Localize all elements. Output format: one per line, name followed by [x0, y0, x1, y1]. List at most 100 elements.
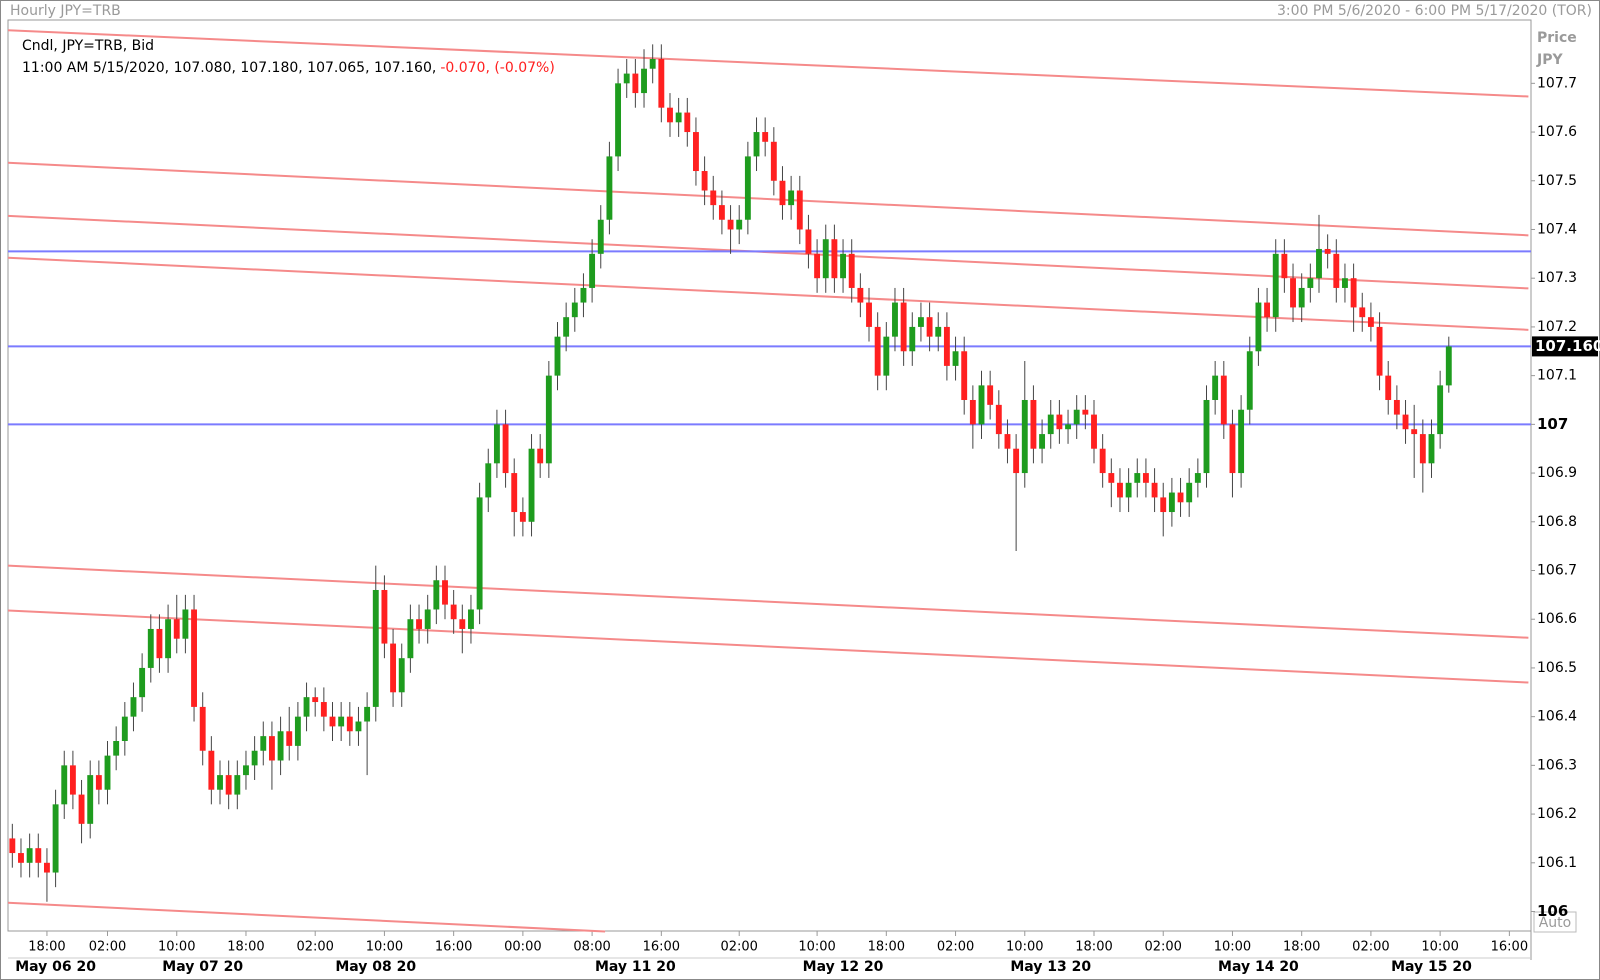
candle-body: [796, 190, 803, 230]
y-tick-label: 106: [1537, 902, 1568, 920]
candle-body: [1151, 482, 1158, 498]
candle-body: [1186, 482, 1193, 503]
candle-body: [667, 107, 673, 123]
candle-body: [1324, 248, 1331, 254]
candle-body: [26, 848, 33, 863]
candle-body: [320, 702, 327, 717]
trend-line: [7, 609, 1529, 684]
candle-body: [156, 628, 163, 659]
candle-body: [848, 253, 855, 288]
candle-body: [1229, 424, 1236, 474]
axis-title: Price: [1537, 30, 1577, 46]
candle-body: [338, 716, 345, 727]
candle-body: [987, 385, 994, 405]
candle-body: [563, 317, 570, 337]
candle-body: [1281, 253, 1288, 279]
candle-body: [822, 239, 829, 279]
candle-body: [744, 156, 751, 220]
candle-body: [1350, 278, 1357, 308]
x-tick-label: 16:00: [643, 940, 680, 955]
candle-body: [900, 302, 907, 352]
candle-body: [476, 497, 483, 610]
x-tick-label: 16:00: [435, 940, 472, 955]
candle-body: [1013, 448, 1020, 474]
candle-body: [1194, 473, 1201, 483]
candle-body: [718, 205, 725, 220]
candle-body: [43, 862, 50, 873]
x-tick-label: 02:00: [1144, 940, 1181, 955]
candle-body: [1056, 414, 1063, 430]
candle-body: [641, 68, 647, 94]
candle-body: [961, 351, 968, 400]
candle-body: [779, 180, 786, 206]
candle-body: [831, 239, 838, 279]
candle-body: [545, 375, 552, 464]
candle-body: [684, 112, 691, 133]
candle-body: [104, 755, 111, 790]
candle-body: [217, 775, 223, 790]
y-tick-label: 106.9: [1537, 465, 1577, 481]
x-tick-label: 02:00: [720, 940, 757, 955]
candle-body: [701, 171, 708, 191]
candle-body: [1099, 448, 1106, 474]
scale-button[interactable]: [1533, 911, 1577, 933]
candle-body: [1445, 346, 1452, 386]
candle-body: [225, 775, 232, 795]
change-label: -0.070, (-0.07%): [440, 60, 554, 76]
candle-body: [424, 609, 431, 629]
candle-body: [1402, 414, 1409, 430]
candle-body: [433, 580, 440, 610]
candle-body: [519, 512, 526, 522]
candle-body: [814, 253, 821, 279]
candle-body: [1333, 253, 1340, 288]
candle-body: [199, 706, 206, 751]
candle-body: [528, 448, 535, 522]
x-tick-label: 02:00: [296, 940, 333, 955]
candle-body: [615, 83, 622, 157]
trend-line: [7, 901, 606, 933]
candle-body: [727, 219, 734, 230]
x-tick-label: 10:00: [1421, 940, 1458, 955]
candle-body: [1428, 434, 1435, 464]
y-tick-label: 107.5: [1537, 173, 1577, 189]
candle-body: [165, 619, 172, 659]
candle-body: [243, 765, 249, 776]
candle-body: [407, 619, 414, 659]
candle-body: [917, 317, 924, 327]
date-label: May 15 20: [1391, 959, 1472, 975]
x-tick-label: 10:00: [1214, 940, 1251, 955]
date-label: May 13 20: [1010, 959, 1091, 975]
candle-body: [1220, 375, 1227, 425]
last-price-box: [1532, 336, 1598, 357]
candle-body: [675, 112, 682, 123]
candle-body: [1342, 278, 1348, 288]
x-tick-label: 18:00: [28, 940, 65, 955]
candle-body: [147, 628, 154, 668]
candle-body: [1082, 409, 1089, 415]
y-tick-label: 106.2: [1537, 806, 1577, 822]
candle-body: [571, 302, 578, 318]
x-tick-label: 10:00: [366, 940, 403, 955]
candle-body: [1142, 473, 1149, 483]
candle-body: [364, 706, 371, 722]
candle-body: [61, 765, 68, 805]
y-tick-label: 106.5: [1537, 660, 1577, 676]
scale-label[interactable]: Auto: [1539, 915, 1572, 931]
candle-body: [485, 463, 492, 498]
last-price-label: 107.160: [1535, 337, 1600, 355]
candle-body: [589, 253, 596, 288]
candle-body: [1021, 399, 1028, 474]
candle-body: [1134, 473, 1141, 483]
x-tick-label: 08:00: [573, 940, 610, 955]
x-tick-label: 00:00: [504, 940, 541, 955]
candle-body: [1004, 434, 1011, 449]
candle-body: [18, 853, 24, 863]
candle-body: [139, 667, 146, 698]
candle-body: [926, 317, 933, 337]
y-tick-label: 106.4: [1537, 709, 1577, 725]
candle-body: [173, 619, 180, 639]
candle-body: [459, 619, 466, 629]
x-tick-label: 02:00: [89, 940, 126, 955]
candle-body: [969, 399, 976, 425]
